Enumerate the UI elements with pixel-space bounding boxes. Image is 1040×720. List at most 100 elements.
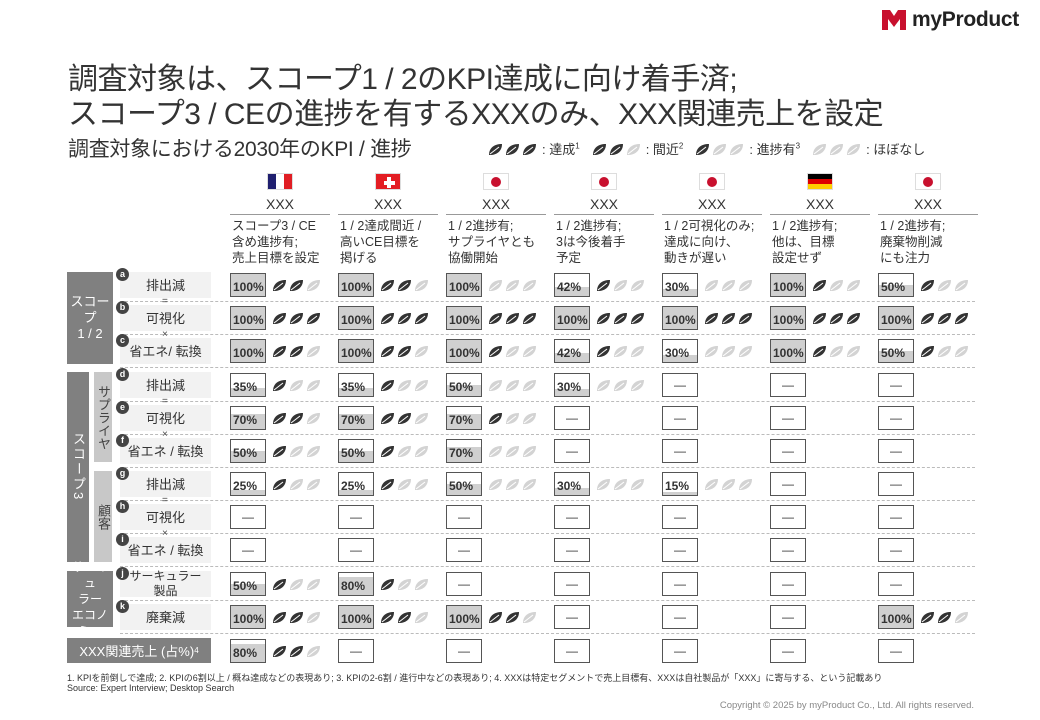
leaf-empty-icon xyxy=(415,578,428,590)
kpi-value-box: 50% xyxy=(338,439,374,463)
row-badge: d xyxy=(116,368,129,381)
row-label: 省エネ/ 転換 xyxy=(120,338,211,364)
progress-leaves xyxy=(596,379,647,392)
column-name: XXX xyxy=(589,196,618,212)
kpi-value-box: 50% xyxy=(446,472,482,496)
leaf-filled-icon xyxy=(290,645,303,657)
kpi-cell: — xyxy=(662,572,698,596)
row-label: 廃棄減 xyxy=(120,604,211,630)
source-line: Source: Expert Interview; Desktop Search xyxy=(67,683,235,693)
leaf-empty-icon xyxy=(415,478,428,490)
kpi-fill xyxy=(339,489,373,495)
kpi-fill xyxy=(339,307,373,329)
progress-leaves xyxy=(488,141,539,156)
kpi-value: 70% xyxy=(449,446,474,460)
kpi-value: 100% xyxy=(881,612,912,626)
kpi-cell: — xyxy=(338,538,374,562)
column-name: XXX xyxy=(805,196,834,212)
leaf-filled-icon xyxy=(597,312,610,324)
title-line: 調査対象は、スコープ1 / 2のKPI達成に向け着手済; xyxy=(68,63,738,96)
progress-leaves xyxy=(272,578,323,591)
legend-item: : 間近2 xyxy=(592,139,683,158)
kpi-value-box: — xyxy=(446,572,482,596)
kpi-value: — xyxy=(458,577,470,591)
kpi-value: 50% xyxy=(233,446,258,460)
footnotes: 1. KPIを前倒しで達成; 2. KPIの6割以上 / 概ね達成などの表現あり… xyxy=(67,673,882,693)
row-badge: c xyxy=(116,334,129,347)
progress-leaves xyxy=(704,345,755,358)
kpi-fill xyxy=(879,606,913,628)
kpi-value-box: — xyxy=(878,406,914,430)
leaf-filled-icon xyxy=(813,279,826,291)
leaf-empty-icon xyxy=(398,478,411,490)
kpi-cell: — xyxy=(770,472,806,496)
kpi-value-box: — xyxy=(878,373,914,397)
kpi-cell: 30% xyxy=(662,273,755,297)
kpi-value-box: 100% xyxy=(230,273,266,297)
leaf-filled-icon xyxy=(381,379,394,391)
leaf-empty-icon xyxy=(730,144,744,156)
progress-leaves xyxy=(272,345,323,358)
leaf-filled-icon xyxy=(381,478,394,490)
flag-ch-icon xyxy=(375,173,401,190)
equals-sign: = xyxy=(162,296,168,307)
leaf-empty-icon xyxy=(739,279,752,291)
progress-leaves xyxy=(704,478,755,491)
column-name: XXX xyxy=(265,196,294,212)
kpi-value-box: 100% xyxy=(770,306,806,330)
kpi-value: — xyxy=(242,543,254,557)
kpi-value: — xyxy=(350,510,362,524)
kpi-value-box: — xyxy=(554,572,590,596)
kpi-cell: — xyxy=(878,639,914,663)
kpi-cell: — xyxy=(554,605,590,629)
kpi-value-box: 100% xyxy=(338,306,374,330)
leaf-filled-icon xyxy=(290,279,303,291)
kpi-value: 100% xyxy=(449,612,480,626)
leaf-empty-icon xyxy=(739,478,752,490)
kpi-cell: 70% xyxy=(338,406,431,430)
row-subgroup: サプライヤ xyxy=(94,372,112,462)
kpi-fill xyxy=(663,289,697,296)
leaf-filled-icon xyxy=(921,312,934,324)
progress-leaves xyxy=(596,312,647,325)
leaf-filled-icon xyxy=(489,412,502,424)
kpi-cell: 100% xyxy=(446,306,539,330)
kpi-value: 30% xyxy=(557,380,582,394)
leaf-empty-icon xyxy=(597,379,610,391)
leaf-filled-icon xyxy=(506,312,519,324)
kpi-value: — xyxy=(566,444,578,458)
kpi-value: — xyxy=(566,510,578,524)
leaf-filled-icon xyxy=(523,144,536,156)
leaf-filled-icon xyxy=(813,345,826,357)
kpi-value: 100% xyxy=(233,612,264,626)
leaf-empty-icon xyxy=(398,445,411,457)
row-divider xyxy=(120,301,975,302)
kpi-cell: — xyxy=(878,406,914,430)
leaf-filled-icon xyxy=(739,312,752,324)
leaf-empty-icon xyxy=(415,445,428,457)
kpi-fill xyxy=(879,351,913,362)
flag-fr-icon xyxy=(267,173,293,190)
column-name: XXX xyxy=(481,196,510,212)
row-divider xyxy=(120,334,975,335)
equals-sign: = xyxy=(162,396,168,407)
row-divider xyxy=(120,500,975,501)
kpi-cell: 100% xyxy=(446,273,539,297)
leaf-filled-icon xyxy=(597,345,610,357)
row-label: 可視化 xyxy=(120,405,211,431)
kpi-value: 100% xyxy=(881,313,912,327)
kpi-value-box: 100% xyxy=(230,605,266,629)
kpi-value-box: 30% xyxy=(554,472,590,496)
kpi-value-box: 100% xyxy=(338,605,374,629)
kpi-cell: — xyxy=(230,538,266,562)
leaf-empty-icon xyxy=(398,379,411,391)
kpi-cell: 100% xyxy=(878,605,971,629)
kpi-cell: 100% xyxy=(770,339,863,363)
kpi-value: 50% xyxy=(881,346,906,360)
kpi-value: — xyxy=(782,644,794,658)
leaf-filled-icon xyxy=(381,279,394,291)
kpi-fill xyxy=(771,307,805,329)
kpi-value-box: — xyxy=(770,639,806,663)
kpi-value-box: 100% xyxy=(230,339,266,363)
flag-jp-icon xyxy=(483,173,509,190)
